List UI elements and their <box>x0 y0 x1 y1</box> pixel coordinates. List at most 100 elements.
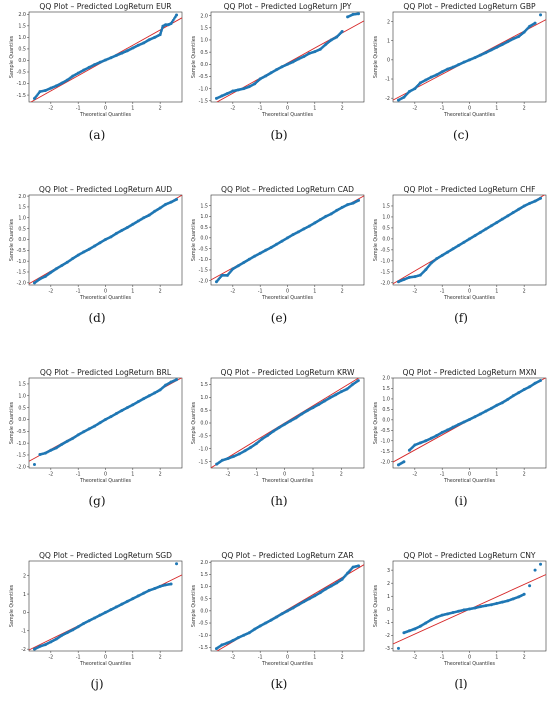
y-tick-label: 2.0 <box>200 560 208 566</box>
x-tick-label: -1 <box>254 472 259 478</box>
x-tick-label: -1 <box>440 655 445 661</box>
y-axis-label: Sample Quantiles <box>373 218 379 261</box>
x-axis-label: Theoretical Quantiles <box>79 112 132 118</box>
y-tick-label: 1.5 <box>382 204 390 210</box>
qq-plot-panel: QQ Plot – Predicted LogReturn AUD -2 -1 0 1 2… <box>7 183 187 353</box>
y-tick-label: 1.0 <box>382 397 390 403</box>
y-tick-label: -3 <box>385 646 390 652</box>
qq-plot-svg: QQ Plot – Predicted LogReturn SGD -2 -1 0 1 2… <box>9 551 183 667</box>
x-tick-label: -1 <box>440 106 445 112</box>
qq-plot-svg: QQ Plot – Predicted LogReturn EUR -2 -1 0 1 2… <box>9 2 183 118</box>
data-point <box>32 462 36 466</box>
qq-plot-svg: QQ Plot – Predicted LogReturn MXN -2 -1 0 1 2… <box>373 368 547 484</box>
x-tick-label: 0 <box>283 472 286 478</box>
data-point <box>528 584 532 588</box>
qq-plot-svg: QQ Plot – Predicted LogReturn GBP -2 -1 0 1 2… <box>373 2 547 118</box>
chart-title: QQ Plot – Predicted LogReturn CNY <box>403 551 536 560</box>
y-axis-label: Sample Quantiles <box>191 218 197 261</box>
chart-title: QQ Plot – Predicted LogReturn SGD <box>39 551 172 560</box>
y-tick-label: -2.0 <box>199 278 208 284</box>
x-tick-label: 2 <box>523 289 526 295</box>
plot-frame <box>210 560 365 652</box>
x-tick-label: -2 <box>412 106 417 112</box>
y-axis-label: Sample Quantiles <box>9 401 15 444</box>
x-tick-label: -1 <box>76 655 81 661</box>
y-tick-label: -0.5 <box>199 434 208 440</box>
chart-title: QQ Plot – Predicted LogReturn JPY <box>224 2 352 11</box>
y-tick-label: 0.5 <box>200 408 208 414</box>
y-tick-label: -0.5 <box>199 74 208 80</box>
qq-plot-svg: QQ Plot – Predicted LogReturn KRW -2 -1 0 1 2… <box>191 368 365 484</box>
y-axis-label: Sample Quantiles <box>373 584 379 627</box>
y-tick-label: -1.5 <box>17 270 26 276</box>
data-point <box>175 378 179 382</box>
y-tick-label: 2 <box>387 19 390 25</box>
y-axis-label: Sample Quantiles <box>373 401 379 444</box>
x-tick-label: 2 <box>340 472 343 478</box>
x-tick-label: 2 <box>341 106 344 112</box>
chart-title: QQ Plot – Predicted LogReturn CHF <box>404 185 536 194</box>
y-tick-label: -2.0 <box>381 459 390 465</box>
y-tick-label: 0.5 <box>382 407 390 413</box>
y-tick-label: 1.5 <box>18 24 26 30</box>
panel-caption: (c) <box>452 128 470 142</box>
qq-plot-svg: QQ Plot – Predicted LogReturn AUD -2 -1 0 1 2… <box>9 185 183 301</box>
x-tick-label: 0 <box>104 289 107 295</box>
panel-caption: (f) <box>454 311 468 325</box>
x-tick-label: 2 <box>523 472 526 478</box>
panel-caption: (j) <box>90 677 104 691</box>
data-point <box>533 21 537 25</box>
x-axis-label: Theoretical Quantiles <box>443 295 496 301</box>
y-tick-label: -1.5 <box>199 459 208 465</box>
qq-plot-panel: QQ Plot – Predicted LogReturn BRL -2 -1 0 1 2… <box>7 366 187 536</box>
x-tick-label: 1 <box>311 472 314 478</box>
x-tick-label: -1 <box>440 472 445 478</box>
x-tick-label: 1 <box>313 655 316 661</box>
x-tick-label: -2 <box>230 106 235 112</box>
y-tick-label: -0.5 <box>17 429 26 435</box>
x-tick-label: -1 <box>258 655 263 661</box>
x-axis-label: Theoretical Quantiles <box>79 478 132 484</box>
x-tick-label: 0 <box>468 289 471 295</box>
y-tick-label: 1.0 <box>200 584 208 590</box>
x-tick-label: -2 <box>48 655 53 661</box>
y-tick-label: 0.5 <box>18 405 26 411</box>
panel-caption: (g) <box>88 494 106 508</box>
qq-plot-svg: QQ Plot – Predicted LogReturn CNY -2 -1 0 1 2… <box>373 551 547 667</box>
plot-frame <box>28 560 183 652</box>
data-point <box>175 562 179 566</box>
qq-plot-svg: QQ Plot – Predicted LogReturn JPY -2 -1 0 1 2… <box>191 2 365 118</box>
x-tick-label: 1 <box>495 289 498 295</box>
x-tick-label: 2 <box>341 655 344 661</box>
data-point <box>396 646 400 650</box>
y-tick-label: 0.5 <box>18 47 26 53</box>
x-tick-label: 0 <box>468 106 471 112</box>
x-axis-label: Theoretical Quantiles <box>443 478 496 484</box>
y-tick-label: -1.5 <box>17 93 26 99</box>
y-tick-label: -0.5 <box>17 70 26 76</box>
qq-plot-svg: QQ Plot – Predicted LogReturn BRL -2 -1 0 1 2… <box>9 368 183 484</box>
x-tick-label: -1 <box>440 289 445 295</box>
panel-caption: (e) <box>270 311 288 325</box>
y-tick-label: 0.0 <box>200 421 208 427</box>
y-tick-label: 1 <box>387 38 390 44</box>
plot-frame <box>392 377 547 469</box>
y-axis-label: Sample Quantiles <box>373 35 379 78</box>
chart-title: QQ Plot – Predicted LogReturn CAD <box>221 185 354 194</box>
x-tick-label: 2 <box>159 655 162 661</box>
qq-plot-panel: QQ Plot – Predicted LogReturn CAD -2 -1 0 1 2… <box>189 183 369 353</box>
data-point <box>522 592 526 596</box>
y-tick-label: 0.5 <box>200 50 208 56</box>
x-tick-label: 1 <box>313 289 316 295</box>
x-tick-label: -2 <box>412 472 417 478</box>
x-tick-label: -2 <box>230 289 235 295</box>
qq-plot-panel: QQ Plot – Predicted LogReturn EUR -2 -1 0 1 2… <box>7 0 187 170</box>
y-axis-label: Sample Quantiles <box>9 584 15 627</box>
x-tick-label: -2 <box>48 106 53 112</box>
y-tick-label: 1.0 <box>200 395 208 401</box>
y-tick-label: 1 <box>387 594 390 600</box>
x-tick-label: 0 <box>104 472 107 478</box>
y-tick-label: 1 <box>23 592 26 598</box>
panel-caption: (h) <box>270 494 288 508</box>
y-tick-label: -1 <box>385 77 390 83</box>
